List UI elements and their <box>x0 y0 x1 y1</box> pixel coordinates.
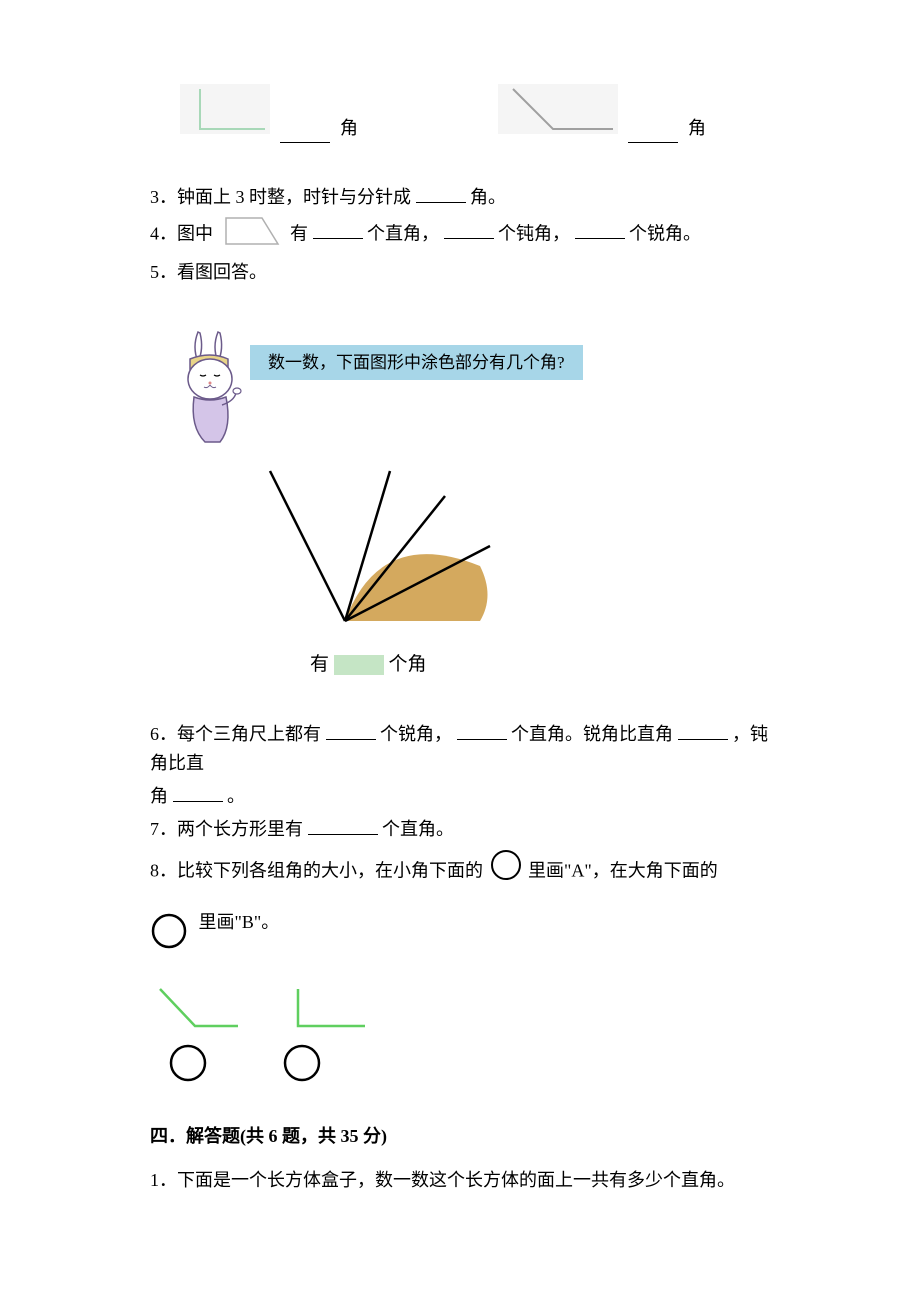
q4-blank2[interactable] <box>444 221 494 239</box>
circle-icon-3[interactable] <box>168 1043 208 1092</box>
q2-blank2[interactable] <box>628 125 678 143</box>
q7-blank[interactable] <box>308 817 378 835</box>
section4-header: 四．解答题(共 6 题，共 35 分) <box>150 1122 770 1151</box>
q6-text-f: 。 <box>227 786 245 806</box>
s4-q1-row: 1．下面是一个长方体盒子，数一数这个长方体的面上一共有多少个直角。 <box>150 1166 770 1195</box>
circle-icon-1[interactable] <box>488 847 524 898</box>
q4-text-e: 个锐角。 <box>629 223 701 243</box>
q5-result-b: 个角 <box>389 654 427 675</box>
q8-angle2 <box>280 984 370 1034</box>
q5-text-a: 5．看图回答。 <box>150 262 267 282</box>
circle-icon-2[interactable] <box>150 912 188 959</box>
q2-row: 角 角 <box>180 84 770 143</box>
q2-shape2 <box>498 84 618 143</box>
q7-text-a: 7．两个长方形里有 <box>150 819 303 839</box>
q4-blank1[interactable] <box>313 221 363 239</box>
q2-suffix2: 角 <box>688 114 706 143</box>
q8-angles <box>150 984 770 1092</box>
q4-text-a: 4．图中 <box>150 223 213 243</box>
q4-text-b: 有 <box>290 223 308 243</box>
q3-text-b: 角。 <box>470 187 506 207</box>
q6-row2: 角 。 <box>150 782 770 811</box>
q5-figure: 数一数，下面图形中涂色部分有几个角? 有 个角 <box>170 327 770 680</box>
q2-suffix1: 角 <box>340 114 358 143</box>
q8-text-b: 里画"A"，在大角下面的 <box>528 861 718 881</box>
rabbit-icon <box>170 327 250 456</box>
q6-text-a: 6．每个三角尺上都有 <box>150 724 321 744</box>
q6-blank4[interactable] <box>173 784 223 802</box>
q6-text-b: 个锐角， <box>380 724 452 744</box>
q3-blank[interactable] <box>416 185 466 203</box>
q3-text-a: 3．钟面上 3 时整，时针与分针成 <box>150 187 411 207</box>
q8-text-a: 8．比较下列各组角的大小，在小角下面的 <box>150 861 483 881</box>
q3-row: 3．钟面上 3 时整，时针与分针成 角。 <box>150 183 770 212</box>
q6-text-e: 角 <box>150 786 168 806</box>
q2-blank1[interactable] <box>280 125 330 143</box>
q8-text-c: 里画"B"。 <box>199 912 280 932</box>
q4-text-c: 个直角， <box>367 223 439 243</box>
s4-q1-text: 1．下面是一个长方体盒子，数一数这个长方体的面上一共有多少个直角。 <box>150 1170 735 1190</box>
q8-angle1-group <box>150 984 240 1092</box>
q6-text-c: 个直角。锐角比直角 <box>511 724 673 744</box>
q5-green-blank[interactable] <box>334 655 384 675</box>
q5-fan: 有 个角 <box>250 456 770 680</box>
q8-row: 8．比较下列各组角的大小，在小角下面的 里画"A"，在大角下面的 <box>150 847 770 898</box>
q4-text-d: 个钝角， <box>498 223 570 243</box>
q5-result-a: 有 <box>310 654 329 675</box>
q8-angle1 <box>150 984 240 1034</box>
q6-blank3[interactable] <box>678 722 728 740</box>
q4-row: 4．图中 有 个直角， 个钝角， 个锐角。 <box>150 216 770 255</box>
q5-bubble: 数一数，下面图形中涂色部分有几个角? <box>250 345 583 380</box>
q4-shape <box>224 216 280 255</box>
q4-blank3[interactable] <box>575 221 625 239</box>
q6-blank1[interactable] <box>326 722 376 740</box>
q7-row: 7．两个长方形里有 个直角。 <box>150 815 770 844</box>
q8-row2: 里画"B"。 <box>150 908 770 959</box>
q7-text-b: 个直角。 <box>382 819 454 839</box>
q6-blank2[interactable] <box>457 722 507 740</box>
q8-angle2-group <box>280 984 370 1092</box>
q5-row: 5．看图回答。 <box>150 258 770 287</box>
q2-shape1 <box>180 84 270 143</box>
circle-icon-4[interactable] <box>282 1043 322 1092</box>
q6-row: 6．每个三角尺上都有 个锐角， 个直角。锐角比直角 ，钝角比直 <box>150 720 770 778</box>
